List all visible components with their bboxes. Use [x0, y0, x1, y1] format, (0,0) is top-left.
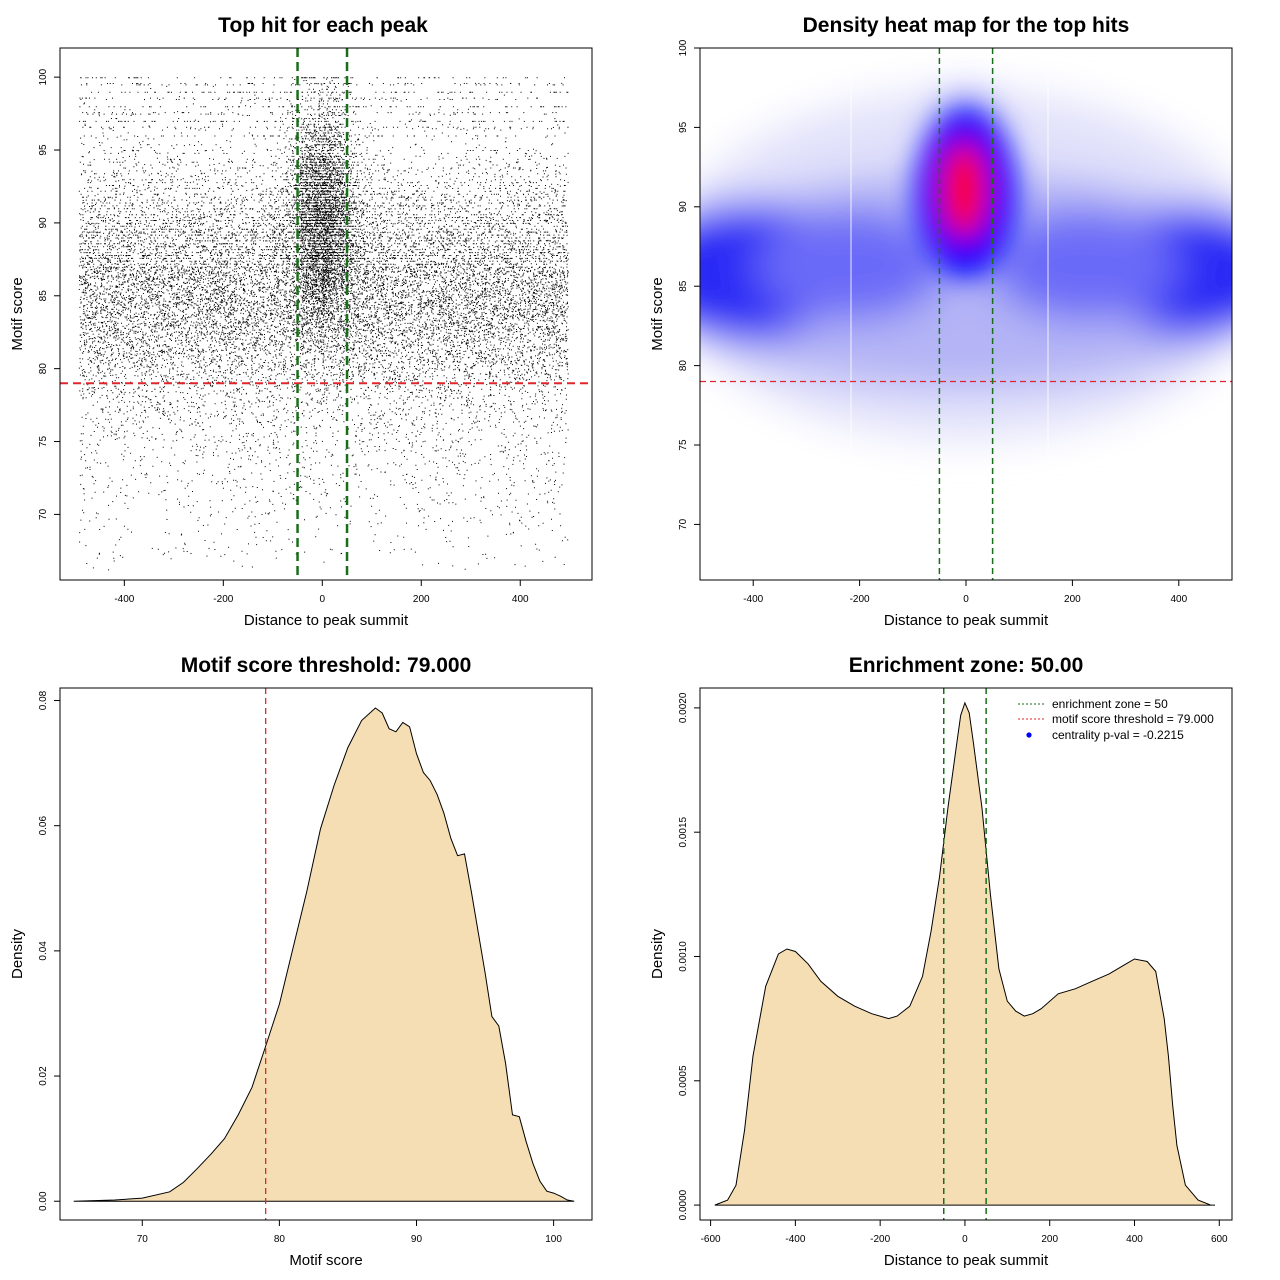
- enrichment-y-tick-label: 0.0005: [678, 1065, 689, 1096]
- scatter-y-tick-label: 95: [38, 144, 49, 156]
- score-density-x-tick-label: 100: [545, 1234, 562, 1245]
- enrichment-zone-lines: [942, 688, 987, 1220]
- enrichment-x-tick-label: 600: [1211, 1234, 1228, 1245]
- heatmap-x-label: Distance to peak summit: [884, 612, 1049, 629]
- heatmap-x-tick-label: -200: [850, 594, 870, 605]
- legend-zone-label: enrichment zone = 50: [1052, 697, 1168, 711]
- enrichment-x-tick-label: -600: [701, 1234, 721, 1245]
- scatter-x-label: Distance to peak summit: [244, 612, 409, 629]
- enrichment-legend: enrichment zone = 50 motif score thresho…: [1018, 697, 1214, 742]
- score-density-x-tick-label: 90: [411, 1234, 423, 1245]
- heatmap-y-tick-label: 70: [678, 518, 689, 530]
- enrichment-x-tick-label: -200: [870, 1234, 890, 1245]
- score-density-y-tick-label: 0.00: [38, 1191, 49, 1211]
- score-density-title: Motif score threshold: 79.000: [181, 654, 472, 677]
- enrichment-y-axis: 0.0000 0.0005 0.0010 0.0015 0.0020: [678, 692, 700, 1220]
- scatter-x-tick-label: -400: [114, 594, 134, 605]
- enrichment-x-tick-label: 0: [962, 1234, 968, 1245]
- heatmap-x-tick-label: 400: [1170, 594, 1187, 605]
- scatter-y-tick-label: 90: [38, 217, 49, 229]
- score-density-y-tick-label: 0.06: [38, 816, 49, 836]
- score-density-x-label: Motif score: [289, 1252, 362, 1269]
- enrichment-x-tick-label: 200: [1041, 1234, 1058, 1245]
- score-density-plot: [73, 688, 575, 1220]
- panel-heatmap: Density heat map for the top hits -400 -2…: [649, 14, 1233, 629]
- scatter-x-tick-label: 0: [320, 594, 326, 605]
- score-density-frame: [59, 687, 593, 1221]
- scatter-y-tick-label: 80: [38, 363, 49, 375]
- score-density-x-tick-label: 70: [137, 1234, 149, 1245]
- heat-peak: [942, 142, 986, 238]
- legend-pval-swatch: [1026, 732, 1032, 738]
- heatmap-reference-lines: [700, 48, 1232, 580]
- score-density-y-tick-label: 0.02: [38, 1066, 49, 1086]
- heatmap-y-tick-label: 85: [678, 280, 689, 292]
- score-density-y-tick-label: 0.08: [38, 690, 49, 710]
- enrichment-x-label: Distance to peak summit: [884, 1252, 1049, 1269]
- panel-scatter: Top hit for each peak -400 -200 0 200 400 70…: [9, 14, 593, 629]
- scatter-frame: [59, 47, 593, 581]
- scatter-y-tick-label: 70: [38, 508, 49, 520]
- legend-threshold-label: motif score threshold = 79.000: [1052, 712, 1214, 726]
- scatter-y-tick-label: 100: [38, 68, 49, 85]
- heat-left-mid: [755, 210, 945, 320]
- heatmap-x-tick-label: -400: [743, 594, 763, 605]
- scatter-y-tick-label: 85: [38, 290, 49, 302]
- scatter-y-tick-label: 75: [38, 436, 49, 448]
- scatter-x-tick-label: 400: [512, 594, 529, 605]
- heatmap-y-tick-label: 90: [678, 201, 689, 213]
- panel-score-density: Motif score threshold: 79.000 70 80 90 100 …: [9, 654, 593, 1269]
- scatter-point-cloud: [78, 77, 569, 571]
- heatmap-title: Density heat map for the top hits: [803, 14, 1130, 37]
- enrichment-frame: [699, 687, 1233, 1221]
- enrichment-y-tick-label: 0.0010: [678, 941, 689, 972]
- enrichment-y-tick-label: 0.0020: [678, 692, 689, 723]
- scatter-points: [78, 77, 569, 571]
- scatter-x-axis: -400 -200 0 200 400: [114, 580, 529, 605]
- enrichment-y-label: Density: [649, 928, 666, 979]
- heatmap-high-density: [918, 113, 1014, 277]
- scatter-reference-lines: [60, 48, 592, 580]
- scatter-y-axis: 70 75 80 85 90 95 100: [38, 68, 60, 520]
- heatmap-y-axis: 70 75 80 85 90 95 100: [678, 39, 700, 530]
- heatmap-y-tick-label: 95: [678, 121, 689, 133]
- enrichment-density-curve: [714, 701, 1215, 1206]
- scatter-y-label: Motif score: [9, 277, 26, 350]
- heatmap-surface: [700, 48, 1232, 580]
- heatmap-y-tick-label: 75: [678, 439, 689, 451]
- score-density-y-label: Density: [9, 928, 26, 979]
- score-density-curve: [73, 707, 575, 1202]
- heatmap-x-tick-label: 0: [963, 594, 969, 605]
- scatter-x-tick-label: 200: [413, 594, 430, 605]
- enrichment-plot: [714, 688, 1215, 1220]
- score-density-y-axis: 0.00 0.02 0.04 0.06 0.08: [38, 690, 60, 1211]
- heatmap-x-axis: -400 -200 0 200 400: [743, 580, 1188, 605]
- heat-right-mid: [990, 210, 1180, 320]
- legend-pval-label: centrality p-val = -0.2215: [1052, 728, 1184, 742]
- heatmap-x-tick-label: 200: [1064, 594, 1081, 605]
- score-density-x-axis: 70 80 90 100: [137, 1220, 562, 1245]
- heatmap-y-tick-label: 80: [678, 360, 689, 372]
- score-density-x-tick-label: 80: [274, 1234, 286, 1245]
- panel-enrichment-density: Enrichment zone: 50.00 -600 -400 -200 0 200 4…: [649, 654, 1233, 1269]
- heatmap-y-tick-label: 100: [678, 39, 689, 56]
- enrichment-x-tick-label: 400: [1126, 1234, 1143, 1245]
- enrichment-y-tick-label: 0.0000: [678, 1189, 689, 1220]
- heatmap-y-label: Motif score: [649, 277, 666, 350]
- score-density-y-tick-label: 0.04: [38, 941, 49, 961]
- scatter-title: Top hit for each peak: [218, 14, 428, 37]
- scatter-x-tick-label: -200: [213, 594, 233, 605]
- enrichment-y-tick-label: 0.0015: [678, 816, 689, 847]
- enrichment-x-axis: -600 -400 -200 0 200 400 600: [701, 1220, 1228, 1245]
- enrichment-x-tick-label: -400: [785, 1234, 805, 1245]
- enrichment-title: Enrichment zone: 50.00: [849, 654, 1084, 677]
